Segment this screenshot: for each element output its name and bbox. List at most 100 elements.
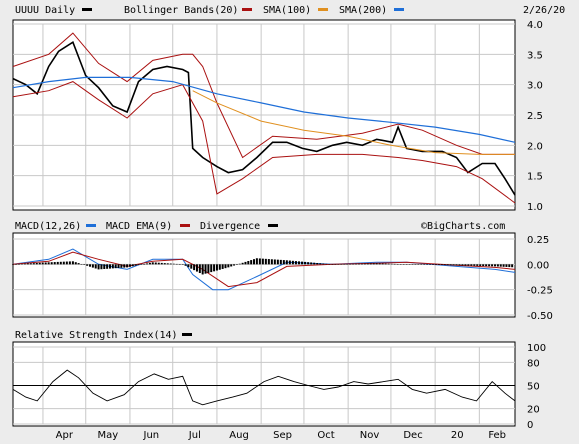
divergence-bar [340, 264, 343, 265]
symbol-label: UUUU Daily [15, 5, 75, 16]
divergence-bar [114, 264, 117, 269]
divergence-bar [411, 264, 414, 265]
divergence-bar [86, 264, 89, 266]
bollinger-legend-swatch [242, 8, 252, 11]
x-tick-label: May [97, 430, 118, 441]
y-tick-label: 80 [527, 358, 540, 369]
divergence-bar [103, 264, 106, 269]
macd-ema-label: MACD EMA(9) [106, 221, 172, 232]
divergence-bar [381, 263, 384, 265]
divergence-bar [473, 264, 476, 266]
rsi-y-ticks: 100 80 50 20 0 [527, 343, 546, 431]
y-tick-label: 100 [527, 343, 546, 354]
divergence-bar [26, 263, 29, 265]
divergence-bar [62, 261, 65, 265]
divergence-bar [187, 264, 190, 268]
rsi-line [12, 369, 516, 406]
x-tick-label: Dec [403, 430, 422, 441]
macd-plot [12, 248, 516, 291]
divergence-bar [137, 264, 140, 266]
divergence-bar [65, 261, 68, 265]
divergence-bar [355, 263, 358, 265]
divergence-bar [414, 264, 417, 265]
divergence-bar [14, 264, 17, 265]
divergence-bar [80, 263, 83, 265]
divergence-bar [94, 264, 97, 269]
divergence-bar [325, 263, 328, 265]
divergence-bar [131, 264, 134, 267]
divergence-bar [50, 262, 53, 265]
divergence-bar [213, 264, 216, 272]
divergence-bar [423, 264, 426, 265]
divergence-bar [181, 264, 184, 265]
divergence-bar [233, 264, 236, 266]
rsi-grid [13, 346, 515, 425]
divergence-bar [230, 264, 233, 267]
divergence-bar [270, 259, 273, 265]
divergence-bar [247, 260, 250, 265]
divergence-bar [273, 259, 276, 265]
price-y-ticks: 1.0 1.5 2.0 2.5 3.0 3.5 4.0 [527, 20, 543, 213]
x-tick-label: Nov [360, 430, 380, 441]
divergence-bar [331, 264, 334, 265]
divergence-label: Divergence [200, 221, 260, 232]
divergence-bar [310, 262, 313, 265]
divergence-bar [123, 264, 126, 268]
divergence-bar [502, 264, 505, 267]
x-tick-label: 20 [451, 430, 464, 441]
divergence-bar [204, 264, 207, 274]
divergence-bar [41, 262, 44, 265]
divergence-bar [207, 264, 210, 273]
divergence-bar [482, 264, 485, 267]
divergence-bar [297, 261, 300, 265]
divergence-bar [160, 262, 163, 265]
divergence-bar [56, 261, 59, 265]
divergence-bar [390, 263, 393, 265]
divergence-bar [496, 264, 499, 267]
y-tick-label: 3.0 [527, 81, 543, 92]
divergence-bar [491, 264, 494, 267]
divergence-bar [288, 260, 291, 265]
divergence-bar [172, 263, 175, 265]
divergence-bar [372, 263, 375, 265]
y-tick-label: 2.5 [527, 111, 543, 122]
price-header: UUUU Daily Bollinger Bands(20) SMA(100) … [15, 5, 565, 16]
divergence-bar [282, 260, 285, 265]
price-plot [12, 32, 516, 204]
divergence-bar [140, 264, 143, 265]
y-tick-label: 0 [527, 420, 533, 431]
divergence-bar [106, 264, 109, 269]
divergence-bar [464, 264, 467, 266]
divergence-bar [294, 261, 297, 265]
divergence-bar [366, 263, 369, 265]
divergence-bar [108, 264, 111, 269]
divergence-bar [221, 264, 224, 269]
divergence-bar [346, 263, 349, 265]
divergence-bar [244, 261, 247, 265]
divergence-bar [467, 264, 470, 266]
price-series-line [12, 40, 516, 196]
x-tick-label: Oct [317, 430, 334, 441]
divergence-bar [47, 262, 50, 265]
divergence-bar [452, 264, 455, 266]
divergence-bar [143, 263, 146, 265]
divergence-bar [35, 262, 38, 265]
y-tick-label: 3.5 [527, 50, 543, 61]
sma200-legend-swatch [394, 8, 404, 11]
divergence-bar [77, 263, 80, 265]
divergence-bar [126, 264, 129, 268]
divergence-bar [68, 261, 71, 265]
macd-ema-legend-swatch [180, 224, 190, 227]
divergence-bar [154, 262, 157, 265]
divergence-bar [111, 264, 114, 269]
divergence-bar [238, 263, 241, 265]
rsi-plot [12, 369, 516, 406]
divergence-bar [508, 264, 511, 268]
divergence-bar [494, 264, 497, 267]
divergence-bar [405, 264, 408, 265]
x-tick-label: Jul [188, 430, 201, 441]
divergence-bar [146, 263, 149, 265]
sma100-label: SMA(100) [263, 5, 311, 16]
divergence-bar [505, 264, 508, 267]
divergence-bar [227, 264, 230, 268]
